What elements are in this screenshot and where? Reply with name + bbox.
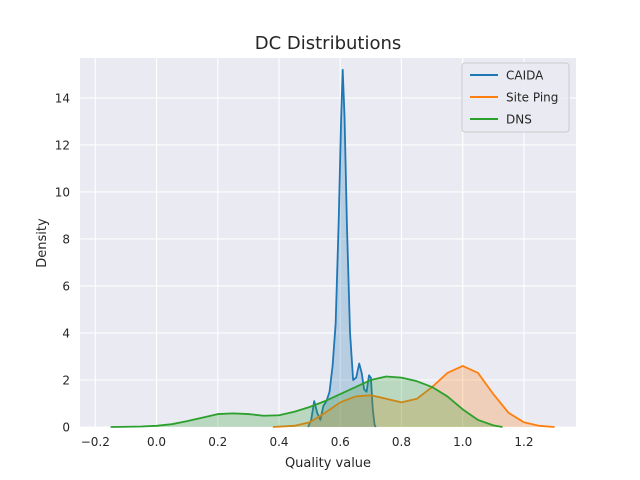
x-axis-label: Quality value <box>285 456 371 471</box>
y-tick-labels: 0 2 4 6 8 10 12 14 <box>55 91 70 434</box>
x-tick-labels: −0.2 0.0 0.2 0.4 0.6 0.8 1.0 1.2 <box>81 435 534 449</box>
site-ping-density-area <box>272 365 555 427</box>
x-tick-label: 0.6 <box>331 435 350 449</box>
x-tick-label: 1.2 <box>514 435 533 449</box>
y-tick-label: 10 <box>55 185 70 199</box>
chart-title: DC Distributions <box>255 33 402 54</box>
legend-label-caida: CAIDA <box>506 69 544 83</box>
x-tick-label: 1.0 <box>453 435 472 449</box>
y-tick-label: 14 <box>55 91 70 105</box>
y-tick-label: 2 <box>62 373 70 387</box>
series-layer <box>110 68 555 428</box>
y-tick-label: 12 <box>55 138 70 152</box>
legend-label-dns: DNS <box>506 113 532 127</box>
y-tick-label: 8 <box>62 232 70 246</box>
y-tick-label: 4 <box>62 326 70 340</box>
y-axis-label: Density <box>35 218 50 268</box>
x-tick-label: 0.4 <box>269 435 288 449</box>
x-tick-label: 0.2 <box>208 435 227 449</box>
dns-density-area <box>110 376 503 427</box>
legend: CAIDA Site Ping DNS <box>461 62 570 133</box>
legend-box <box>461 62 570 133</box>
dns-density-line <box>110 375 503 428</box>
y-tick-label: 6 <box>62 279 70 293</box>
legend-label-site-ping: Site Ping <box>506 91 558 105</box>
y-tick-label: 0 <box>62 421 70 435</box>
x-tick-label: 0.8 <box>392 435 411 449</box>
site-ping-density-line <box>272 364 555 428</box>
caida-density-area <box>308 69 376 427</box>
x-tick-label: −0.2 <box>81 435 110 449</box>
x-tick-label: 0.0 <box>147 435 166 449</box>
